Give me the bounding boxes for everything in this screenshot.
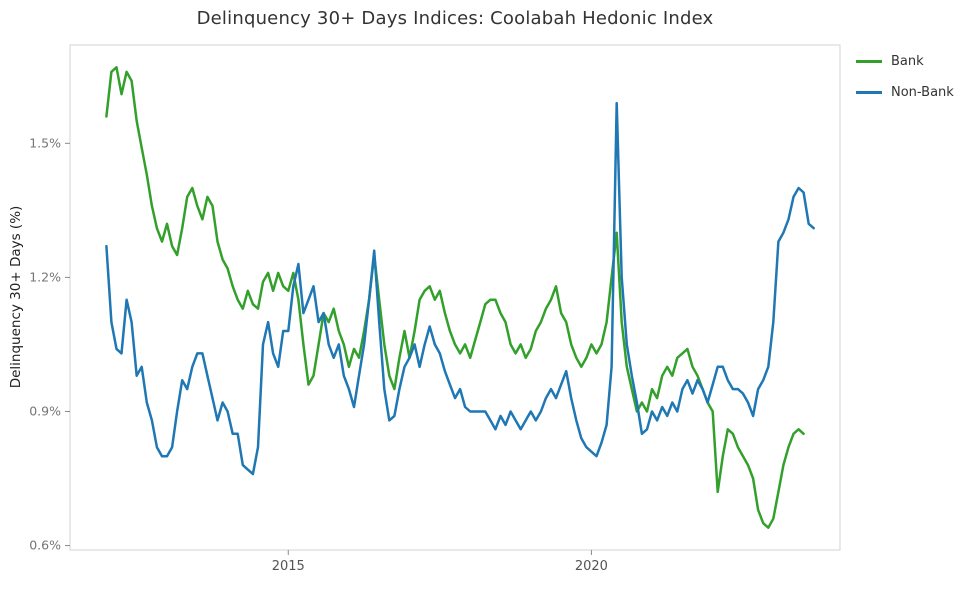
x-tick-label: 2015 bbox=[272, 559, 305, 574]
legend-label-bank: Bank bbox=[891, 54, 924, 69]
axis-ticks: 0.6% 0.9% 1.2% 1.5% 2015 2020 bbox=[29, 135, 608, 574]
y-tick-label: 0.9% bbox=[29, 403, 61, 418]
y-tick-label: 1.2% bbox=[29, 269, 61, 284]
legend-swatch-bank bbox=[856, 60, 882, 63]
legend-label-non-bank: Non-Bank bbox=[891, 85, 954, 100]
legend-swatch-non-bank bbox=[856, 91, 882, 94]
y-tick-label: 1.5% bbox=[29, 135, 61, 150]
legend: Bank Non-Bank bbox=[856, 54, 954, 116]
plot-background bbox=[69, 44, 841, 551]
legend-item-non-bank: Non-Bank bbox=[856, 85, 954, 100]
chart-title: Delinquency 30+ Days Indices: Coolabah H… bbox=[196, 8, 714, 29]
series-lines bbox=[105, 66, 815, 529]
y-tick-label: 0.6% bbox=[29, 538, 61, 553]
legend-item-bank: Bank bbox=[856, 54, 954, 69]
series-line-bank bbox=[105, 66, 805, 529]
series-line-non-bank bbox=[105, 101, 815, 476]
x-tick-label: 2020 bbox=[575, 559, 608, 574]
